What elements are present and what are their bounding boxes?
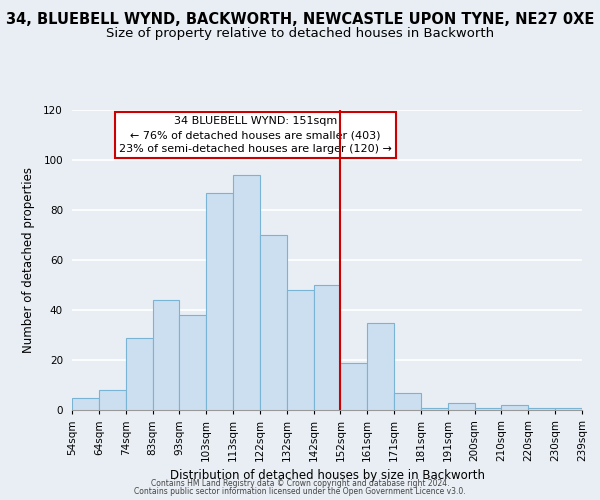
Bar [260, 235, 287, 410]
Bar [340, 362, 367, 410]
Bar [394, 392, 421, 410]
Text: Contains public sector information licensed under the Open Government Licence v3: Contains public sector information licen… [134, 487, 466, 496]
Text: Size of property relative to detached houses in Backworth: Size of property relative to detached ho… [106, 28, 494, 40]
Text: Contains HM Land Registry data © Crown copyright and database right 2024.: Contains HM Land Registry data © Crown c… [151, 478, 449, 488]
Bar [287, 290, 314, 410]
Bar [125, 338, 152, 410]
X-axis label: Distribution of detached houses by size in Backworth: Distribution of detached houses by size … [170, 470, 485, 482]
Bar [529, 408, 555, 410]
Bar [421, 408, 448, 410]
Y-axis label: Number of detached properties: Number of detached properties [22, 167, 35, 353]
Bar [152, 300, 179, 410]
Bar [448, 402, 475, 410]
Bar [555, 408, 582, 410]
Bar [314, 285, 340, 410]
Bar [99, 390, 125, 410]
Bar [179, 315, 206, 410]
Bar [367, 322, 394, 410]
Bar [206, 192, 233, 410]
Bar [233, 175, 260, 410]
Bar [502, 405, 529, 410]
Bar [72, 398, 99, 410]
Text: 34, BLUEBELL WYND, BACKWORTH, NEWCASTLE UPON TYNE, NE27 0XE: 34, BLUEBELL WYND, BACKWORTH, NEWCASTLE … [6, 12, 594, 28]
Bar [475, 408, 502, 410]
Text: 34 BLUEBELL WYND: 151sqm
← 76% of detached houses are smaller (403)
23% of semi-: 34 BLUEBELL WYND: 151sqm ← 76% of detach… [119, 116, 392, 154]
